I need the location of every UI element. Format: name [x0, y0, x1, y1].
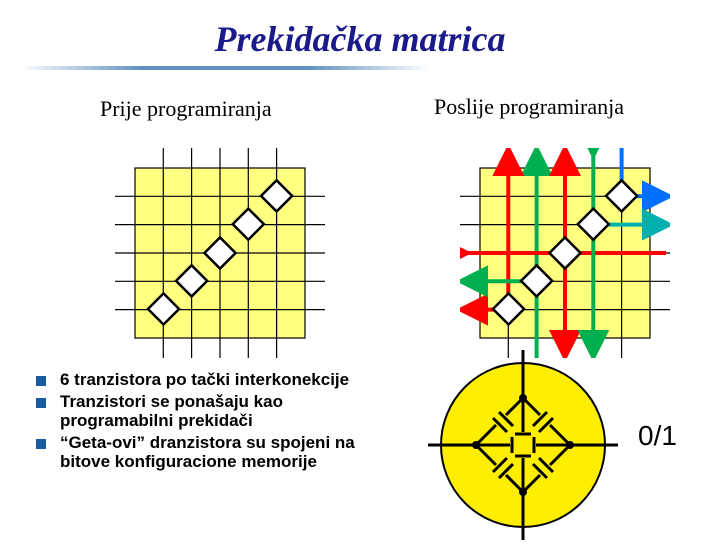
bullet-text: Tranzistori se ponašaju kao programabiln… [60, 392, 396, 431]
bullet-text: 6 tranzistora po tački interkonekcije [60, 370, 349, 390]
bullet-list: 6 tranzistora po tački interkonekcije Tr… [36, 370, 396, 474]
grid-after [460, 148, 670, 363]
page-title: Prekidačka matrica [0, 0, 720, 60]
list-item: 6 tranzistora po tački interkonekcije [36, 370, 396, 390]
list-item: Tranzistori se ponašaju kao programabiln… [36, 392, 396, 431]
bullet-icon [36, 376, 46, 386]
bullet-text: “Geta-ovi” dranzistora su spojeni na bit… [60, 433, 396, 472]
bullet-icon [36, 398, 46, 408]
transistor-circle [428, 350, 618, 545]
subtitle-after: Poslije programiranja [434, 94, 624, 120]
bullet-icon [36, 439, 46, 449]
title-underline [20, 66, 430, 70]
label-0-1: 0/1 [638, 420, 677, 452]
subtitle-before: Prije programiranja [100, 96, 272, 122]
grid-before [115, 148, 325, 363]
list-item: “Geta-ovi” dranzistora su spojeni na bit… [36, 433, 396, 472]
